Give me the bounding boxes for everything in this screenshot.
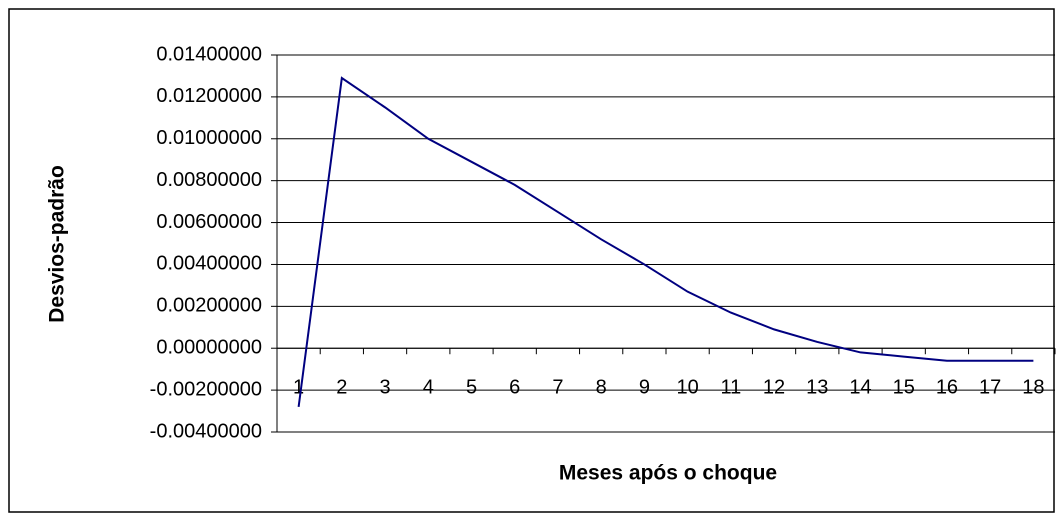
x-tick-label: 11 <box>720 377 741 399</box>
y-tick-label: 0.00800000 <box>156 169 262 191</box>
y-axis-title: Desvios-padrão <box>46 165 69 323</box>
y-tick-label: -0.00200000 <box>150 378 262 400</box>
x-tick-label: 10 <box>676 377 698 399</box>
x-tick-label: 15 <box>893 377 915 399</box>
y-tick-label: 0.00000000 <box>156 337 262 359</box>
line-series <box>297 76 1034 407</box>
x-tick-label: 2 <box>336 377 347 399</box>
x-tick-label: 17 <box>979 377 1001 399</box>
y-tick-label: 0.01400000 <box>156 43 262 65</box>
x-tick-label: 16 <box>936 377 958 399</box>
x-tick-label: 1 <box>293 377 304 399</box>
x-tick-label: 9 <box>639 377 650 399</box>
x-tick-label: 18 <box>1022 377 1044 399</box>
x-tick-label: 12 <box>763 377 785 399</box>
x-tick-label: 4 <box>423 377 434 399</box>
y-tick-label: -0.00400000 <box>150 420 262 442</box>
y-tick-label: 0.00600000 <box>156 211 262 233</box>
x-axis-title: Meses após o choque <box>559 462 777 485</box>
x-tick-label: 5 <box>466 377 477 399</box>
y-tick-label: 0.01000000 <box>156 127 262 149</box>
chart-frame <box>8 8 1055 513</box>
x-tick-label: 8 <box>596 377 607 399</box>
y-tick-label: 0.00200000 <box>156 295 262 317</box>
x-tick-label: 13 <box>806 377 828 399</box>
x-tick-label: 3 <box>379 377 390 399</box>
y-tick-label: 0.00400000 <box>156 253 262 275</box>
x-tick-label: 7 <box>552 377 563 399</box>
y-tick-label: 0.01200000 <box>156 85 262 107</box>
x-tick-label: 14 <box>849 377 871 399</box>
x-tick-label: 6 <box>509 377 520 399</box>
